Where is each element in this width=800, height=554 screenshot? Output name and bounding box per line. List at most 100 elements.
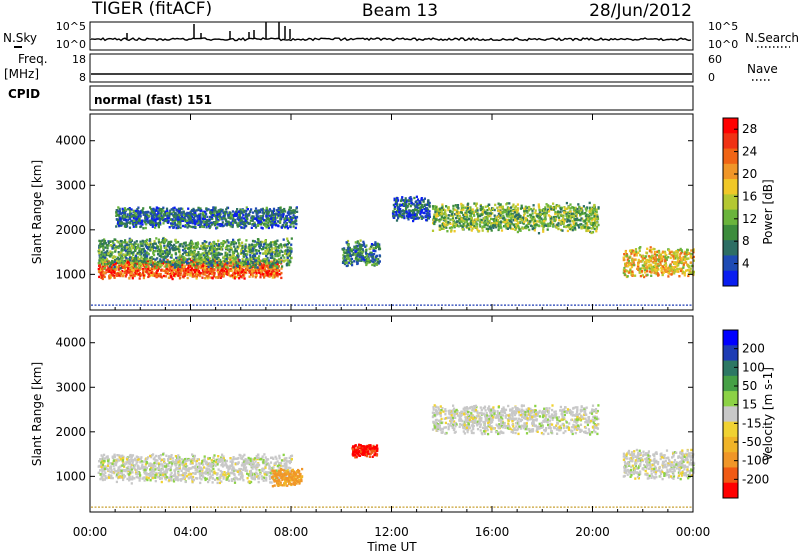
scatter-cell (182, 213, 185, 216)
nave-tick-top: 60 (708, 53, 722, 66)
scatter-cell (405, 211, 408, 215)
scatter-cell (166, 248, 169, 252)
scatter-cell (145, 238, 149, 242)
scatter-cell (208, 268, 211, 271)
scatter-cell (257, 217, 260, 220)
scatter-cell (583, 219, 586, 223)
scatter-cell (167, 220, 170, 224)
scatter-cell (291, 221, 294, 225)
scatter-cell (132, 214, 135, 217)
scatter-cell (511, 209, 514, 212)
scatter-cell (136, 272, 139, 275)
scatter-cell (113, 270, 116, 274)
scatter-cell (142, 211, 145, 214)
scatter-cell (164, 271, 167, 274)
scatter-cell (167, 252, 170, 255)
scatter-cell (217, 213, 221, 216)
scatter-cell (594, 212, 597, 215)
scatter-cell (141, 271, 145, 275)
scatter-cell (248, 243, 251, 247)
scatter-cell (233, 260, 236, 263)
scatter-cell (239, 211, 242, 214)
scatter-cell (162, 206, 165, 209)
scatter-cell (203, 251, 206, 254)
scatter-cell (183, 251, 186, 254)
scatter-cell (534, 211, 537, 215)
scatter-cell (283, 221, 286, 224)
scatter-cell (116, 259, 119, 262)
scatter-cell (210, 215, 213, 219)
scatter-cell (404, 197, 407, 200)
scatter-cell (236, 273, 240, 277)
scatter-cell (103, 275, 106, 279)
scatter-cell (111, 240, 114, 243)
scatter-cell (182, 258, 185, 261)
scatter-cell (123, 211, 127, 215)
scatter-cell (135, 265, 138, 269)
scatter-cell (264, 224, 267, 227)
scatter-cell (262, 243, 266, 246)
scatter-cell (531, 225, 534, 228)
scatter-cell (122, 241, 125, 244)
scatter-cell (174, 212, 177, 215)
scatter-cell (258, 255, 261, 258)
scatter-cell (116, 258, 119, 261)
scatter-cell (164, 253, 167, 257)
scatter-cell (167, 276, 170, 279)
scatter-cell (143, 220, 147, 224)
scatter-cell (516, 211, 519, 214)
scatter-cell (286, 246, 289, 249)
scatter-cell (362, 244, 365, 247)
scatter-cell (585, 213, 588, 216)
scatter-cell (169, 261, 172, 264)
scatter-cell (126, 213, 129, 216)
scatter-cell (237, 271, 240, 275)
scatter-cell (279, 209, 282, 212)
scatter-cell (572, 226, 575, 230)
scatter-cell (210, 217, 213, 221)
scatter-cell (351, 261, 354, 264)
scatter-cell (280, 267, 283, 270)
scatter-cell (222, 256, 225, 259)
scatter-cell (420, 203, 424, 207)
scatter-cell (443, 222, 446, 226)
scatter-cell (228, 215, 231, 219)
scatter-cell (147, 272, 150, 275)
cpid-label: CPID (8, 87, 40, 101)
scatter-cell (270, 265, 273, 269)
scatter-cell (179, 260, 182, 263)
scatter-cell (202, 262, 205, 265)
scatter-cell (237, 256, 240, 259)
scatter-cell (111, 268, 114, 272)
scatter-cell (370, 251, 373, 255)
scatter-cell (194, 244, 197, 247)
scatter-cell (153, 213, 156, 217)
scatter-cell (365, 257, 368, 260)
scatter-cell (150, 211, 153, 214)
scatter-cell (170, 269, 173, 272)
scatter-cell (499, 225, 502, 229)
scatter-cell (133, 241, 136, 244)
scatter-cell (253, 224, 256, 227)
scatter-cell (226, 264, 229, 267)
scatter-cell (535, 212, 539, 216)
scatter-cell (155, 208, 158, 211)
scatter-cell (155, 209, 158, 212)
scatter-cell (155, 266, 158, 269)
scatter-cell (119, 254, 122, 257)
scatter-cell (212, 221, 215, 224)
scatter-cell (209, 245, 212, 248)
scatter-cell (118, 261, 121, 264)
scatter-cell (187, 216, 190, 219)
scatter-cell (159, 249, 162, 252)
scatter-cell (365, 244, 368, 247)
scatter-cell (235, 271, 238, 274)
scatter-cell (174, 270, 177, 274)
scatter-cell (117, 246, 120, 250)
scatter-cell (555, 215, 558, 219)
scatter-cell (294, 222, 297, 225)
scatter-cell (441, 205, 444, 208)
scatter-cell (209, 276, 212, 279)
scatter-cell (358, 243, 361, 246)
scatter-cell (184, 224, 187, 227)
